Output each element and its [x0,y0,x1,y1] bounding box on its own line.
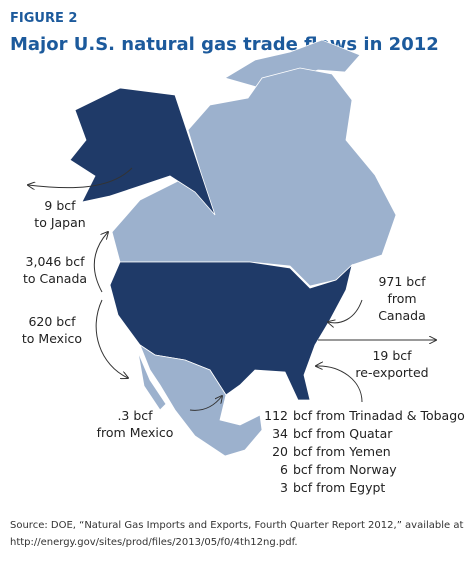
annotation: to Japan [34,215,85,230]
annotation: 19 bcf [372,348,412,363]
import-amount: 3 [280,480,288,495]
import-amount: 34 [272,426,288,441]
import-source: bcf from Quatar [293,426,393,441]
arrow [95,299,128,378]
arrow [328,299,363,323]
import-amount: 6 [280,462,288,477]
import-source: bcf from Egypt [293,480,385,495]
arrows [28,167,436,411]
import-amount: 112 [264,408,288,423]
baja-california [137,351,167,411]
annotation: from Mexico [97,425,174,440]
import-source: bcf from Norway [293,462,397,477]
lng-import-list: 112 bcf from Trinadad & Tobago 34 bcf from … [264,408,465,495]
annotation: to Mexico [22,331,82,346]
import-source: bcf from Trinadad & Tobago [293,408,465,423]
source: Source: DOE, “Natural Gas Imports and Ex… [10,520,463,531]
arrow [316,366,363,403]
annotation: 971 bcf [378,274,426,289]
annotation: 620 bcf [28,314,76,329]
import-amount: 20 [272,444,288,459]
annotation: 3,046 bcf [26,254,86,269]
arrow [189,396,222,411]
map [69,39,397,457]
annotation: re-exported [355,365,428,380]
annotation: to Canada [23,271,87,286]
source: http://energy.gov/sites/prod/files/2013/… [10,537,298,548]
annotation: Canada [378,308,426,323]
annotations: 9 bcf to Japan 3,046 bcf to Canada 620 b… [22,198,429,440]
annotation: from [387,291,416,306]
annotation: 9 bcf [44,198,76,213]
arrow [28,167,133,188]
figure-title: Major U.S. natural gas trade flows in 20… [10,34,439,55]
annotation: .3 bcf [117,408,153,423]
import-source: bcf from Yemen [293,444,391,459]
mexico [139,343,263,457]
arrow [93,232,108,293]
figure-label: FIGURE 2 [10,11,77,26]
